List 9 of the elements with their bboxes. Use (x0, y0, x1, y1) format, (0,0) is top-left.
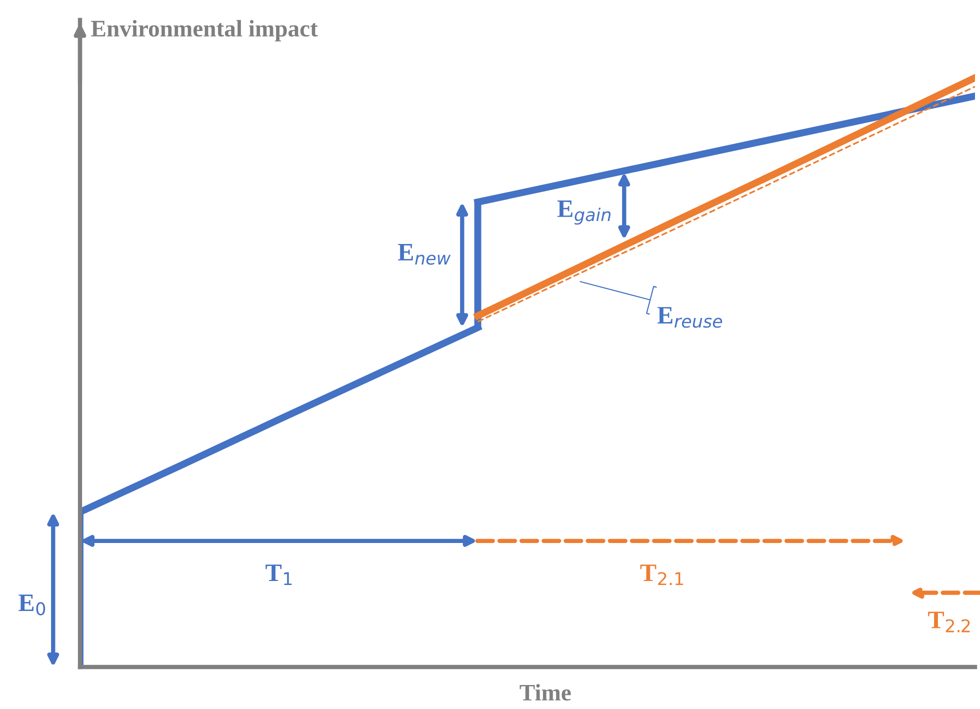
text: E$_{0}$ (18, 594, 46, 616)
x-axis-title: Time (520, 684, 571, 701)
annotation: T$_{2.1}$ (640, 564, 684, 586)
y-axis-title: Environmental impact (91, 20, 318, 42)
annotation: E$_{new}$ (398, 244, 451, 265)
annotation: T$_{2.2}$ (928, 612, 970, 632)
annotation: E$_{gain}$ (557, 200, 611, 225)
annotation: T$_{1}$ (266, 564, 292, 586)
annotation: E$_{reuse}$ (657, 307, 722, 328)
